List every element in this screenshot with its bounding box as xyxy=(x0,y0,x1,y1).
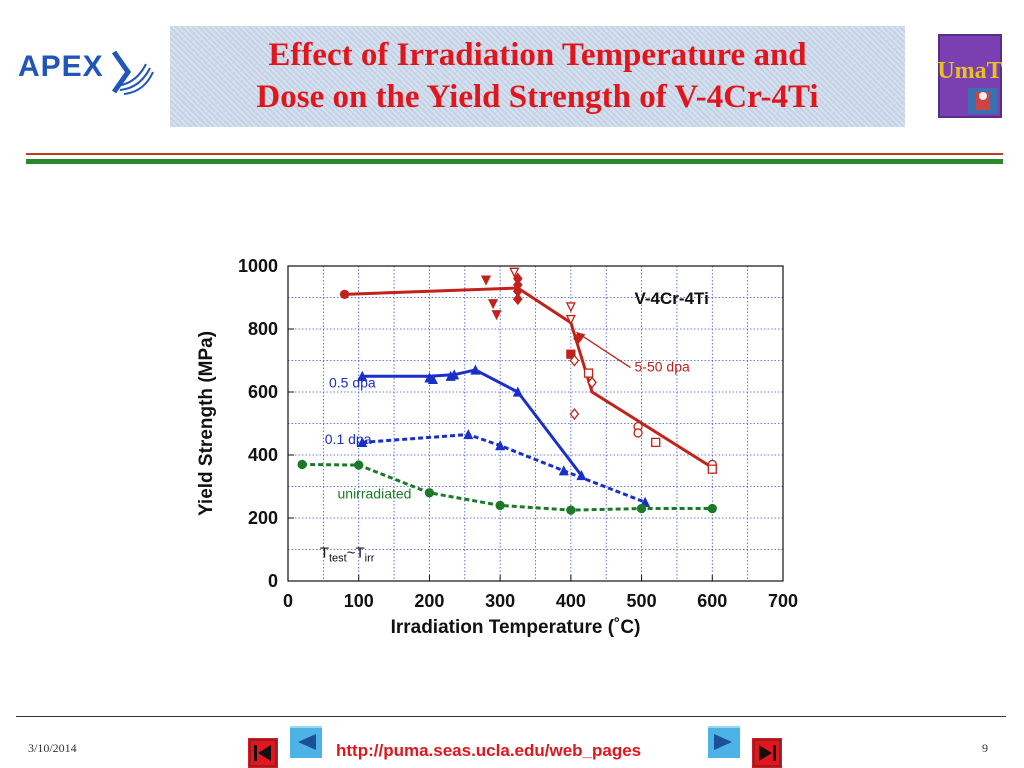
data-point xyxy=(566,349,576,359)
data-point xyxy=(424,488,435,498)
x-tick-label: 200 xyxy=(414,591,444,611)
condition-label-part: T xyxy=(320,544,329,561)
condition-label-part: ~T xyxy=(347,544,365,561)
slide-title-line1: Effect of Irradiation Temperature and xyxy=(268,37,807,73)
header-rule-red xyxy=(26,153,1003,155)
previous-slide-button[interactable] xyxy=(290,726,322,758)
last-slide-button[interactable] xyxy=(752,738,782,768)
umat-logo: UmaT xyxy=(938,34,1002,118)
header-rule-green xyxy=(26,159,1003,164)
data-point xyxy=(357,370,368,381)
plot-frame xyxy=(287,265,784,582)
data-point xyxy=(449,369,460,380)
data-point xyxy=(491,310,502,321)
data-point xyxy=(587,376,597,389)
series-annotation: unirradiated xyxy=(338,485,412,501)
data-point xyxy=(463,429,474,440)
data-point xyxy=(512,386,523,397)
data-point xyxy=(558,465,569,476)
data-point xyxy=(707,503,717,514)
data-point xyxy=(633,428,643,438)
data-point xyxy=(495,440,506,451)
annotation-arrowhead xyxy=(576,332,586,340)
series-5-50-dpa xyxy=(339,267,717,474)
previous-slide-icon xyxy=(290,726,322,758)
data-point xyxy=(357,436,368,448)
first-slide-button[interactable] xyxy=(248,738,278,768)
apex-logo: APEX xyxy=(14,44,154,100)
y-tick-label: 600 xyxy=(248,382,278,402)
next-slide-icon xyxy=(708,726,740,758)
data-point xyxy=(565,314,576,326)
condition-label: Ttest~Tirr xyxy=(320,544,375,564)
x-tick-label: 500 xyxy=(627,591,657,611)
x-tick-label: 300 xyxy=(485,591,515,611)
y-tick-label: 400 xyxy=(248,445,278,465)
data-point xyxy=(636,503,647,514)
y-tick-label: 800 xyxy=(248,319,278,339)
next-slide-button[interactable] xyxy=(708,726,740,758)
apex-logo-text: APEX xyxy=(18,50,104,83)
slide-title: Effect of Irradiation Temperature and Do… xyxy=(170,34,905,118)
yield-strength-chart: 0 100 200 300 400 500 600 70002004006008001000 … xyxy=(196,256,798,638)
title-banner: Effect of Irradiation Temperature and Do… xyxy=(170,26,905,127)
data-point xyxy=(488,299,499,310)
data-point xyxy=(707,464,717,474)
footer-url-link[interactable]: http://puma.seas.ucla.edu/web_pages xyxy=(336,741,642,760)
chart-axes: 0 100 200 300 400 500 600 700 0 200 400 600 800 1000 xyxy=(238,256,798,611)
slide-page-number: 9 xyxy=(982,741,988,755)
data-point xyxy=(427,373,439,385)
chart-labels: Irradiation Temperature (˚C) Yield Streng… xyxy=(196,289,709,638)
series-line xyxy=(362,368,583,477)
data-point xyxy=(569,408,580,421)
y-tick-label: 200 xyxy=(248,508,278,528)
series-0-5-dpa xyxy=(357,364,587,481)
data-point xyxy=(569,354,580,367)
x-axis-title: Irradiation Temperature (˚C) xyxy=(391,617,641,638)
umat-logo-text: UmaT xyxy=(938,58,1002,84)
data-point xyxy=(512,293,523,306)
data-point xyxy=(583,368,594,378)
chart-grid xyxy=(287,265,784,582)
data-point xyxy=(651,437,661,448)
y-tick-label: 0 xyxy=(268,571,278,591)
series-annotation: 5-50 dpa xyxy=(635,359,690,375)
last-slide-icon xyxy=(752,738,782,768)
apex-swoosh-icon xyxy=(111,50,154,95)
series-annotation: 0.5 dpa xyxy=(329,374,376,390)
x-tick-label: 100 xyxy=(344,591,374,611)
data-point xyxy=(480,275,492,286)
condition-label-part: test xyxy=(329,552,347,564)
annotation-arrow xyxy=(576,331,631,369)
data-point xyxy=(566,505,576,515)
series-unirradiated xyxy=(297,459,717,515)
x-tick-label: 0 xyxy=(283,591,293,611)
data-point xyxy=(509,267,520,278)
chart-series xyxy=(297,267,717,515)
data-point xyxy=(354,460,364,470)
slide-title-line2: Dose on the Yield Strength of V-4Cr-4Ti xyxy=(256,79,819,115)
data-point xyxy=(565,302,576,313)
x-tick-label: 400 xyxy=(556,591,586,611)
x-tick-label: 700 xyxy=(768,591,798,611)
first-slide-icon xyxy=(248,738,278,768)
data-point xyxy=(470,364,481,375)
material-label: V-4Cr-4Ti xyxy=(635,289,709,308)
y-tick-label: 1000 xyxy=(238,256,278,276)
data-point xyxy=(297,459,307,470)
data-point xyxy=(495,500,505,511)
condition-label-part: irr xyxy=(365,552,375,564)
series-annotation: 0.1 dpa xyxy=(325,431,372,447)
footer-rule xyxy=(16,716,1006,717)
y-axis-title: Yield Strength (MPa) xyxy=(196,331,217,516)
slide-date: 3/10/2014 xyxy=(28,741,77,755)
x-tick-label: 600 xyxy=(697,591,727,611)
data-point xyxy=(339,289,350,299)
